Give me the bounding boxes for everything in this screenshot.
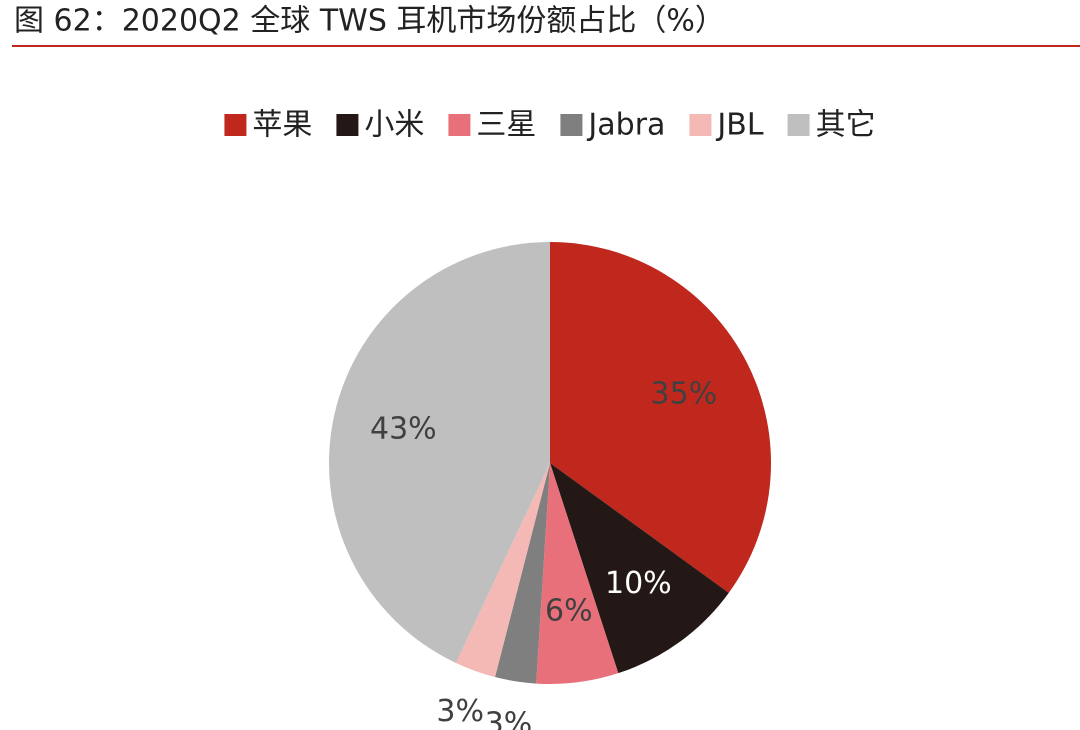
legend-label: 其它 bbox=[816, 108, 876, 143]
data-label: 10% bbox=[605, 566, 672, 601]
legend-swatch bbox=[224, 114, 247, 136]
legend-label: Jabra bbox=[586, 108, 665, 143]
legend: 苹果 小米 三星 Jabra JBL 其它 bbox=[224, 108, 876, 143]
chart-title: 图 62：2020Q2 全球 TWS 耳机市场份额占比（%） bbox=[14, 4, 725, 39]
legend-swatch bbox=[336, 114, 359, 136]
data-label: 3% bbox=[485, 706, 533, 730]
pie-slice bbox=[455, 463, 550, 678]
legend-label: JBL bbox=[715, 108, 763, 143]
pie-slice bbox=[550, 463, 729, 674]
pie-slice bbox=[329, 242, 550, 663]
legend-label: 三星 bbox=[476, 108, 536, 143]
data-label: 43% bbox=[370, 412, 437, 447]
legend-swatch bbox=[560, 114, 583, 136]
legend-label: 苹果 bbox=[252, 108, 312, 143]
data-label: 6% bbox=[545, 594, 593, 629]
pie-slice bbox=[495, 463, 550, 684]
legend-swatch bbox=[787, 114, 810, 136]
legend-swatch bbox=[448, 114, 471, 136]
legend-label: 小米 bbox=[364, 108, 424, 143]
data-label: 3% bbox=[436, 694, 484, 729]
pie-slice bbox=[536, 463, 619, 684]
legend-swatch bbox=[689, 114, 712, 136]
pie-slice bbox=[550, 242, 772, 593]
data-label: 35% bbox=[651, 376, 718, 411]
